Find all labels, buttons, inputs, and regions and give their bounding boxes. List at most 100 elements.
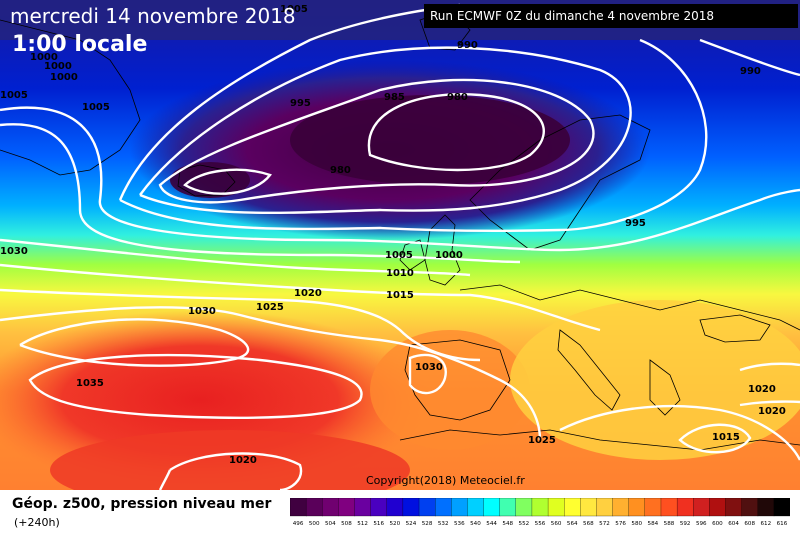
color-scale-labels: 496 500 504 508 512 516 520 524 528 532 536 540 544 5… — [293, 521, 788, 527]
isobar-1010 — [0, 238, 471, 277]
color-scale-tick: 516 — [373, 521, 384, 527]
isobar-label: 1000 — [44, 61, 72, 72]
isobar-label: 1000 — [50, 72, 78, 83]
color-scale-tick: 568 — [583, 521, 594, 527]
isobars — [0, 3, 800, 490]
color-scale-swatch — [660, 498, 678, 517]
isobar-label: 980 — [330, 165, 351, 176]
isobar-1035 — [28, 353, 363, 419]
isobar-label: 1000 — [30, 52, 58, 63]
isobar-label: 1030 — [188, 306, 216, 317]
color-scale-tick: 564 — [567, 521, 578, 527]
isobar-1030-north — [19, 318, 250, 367]
forecast-time: 1:00 locale — [12, 32, 148, 57]
color-scale-tick: 600 — [712, 521, 723, 527]
color-scale-swatch — [322, 498, 339, 517]
color-scale-tick: 588 — [664, 521, 675, 527]
isobar-label: 985 — [384, 92, 405, 103]
isobar-labels: 1005 1000 1000 1000 1005 1005 990 990 99… — [0, 4, 786, 466]
greece-coast — [649, 359, 681, 416]
color-scale-swatch — [370, 498, 388, 517]
color-scale-swatch — [693, 498, 710, 517]
color-scale-swatch — [338, 498, 356, 517]
color-scale-tick: 528 — [422, 521, 433, 527]
isobar-990 — [139, 46, 632, 215]
color-scale-tick: 500 — [309, 521, 320, 527]
isobar-label: 995 — [625, 218, 646, 229]
color-scale-swatch — [547, 498, 565, 517]
color-scale-tick: 520 — [389, 521, 400, 527]
color-scale-tick: 540 — [470, 521, 481, 527]
isobar-1030-iberia — [408, 353, 447, 395]
isobar-1015 — [0, 263, 601, 332]
isobar-label: 1005 — [385, 250, 413, 261]
color-scale-tick: 572 — [599, 521, 610, 527]
color-scale-swatch — [402, 498, 420, 517]
isobar-label: 1015 — [386, 290, 414, 301]
isobar-1015-east — [678, 423, 752, 454]
isobar-label: 1005 — [82, 102, 110, 113]
isobar-label: 1020 — [294, 288, 322, 299]
isobar-label: 990 — [740, 66, 761, 77]
high-pressure-south — [50, 430, 410, 490]
color-scale-tick: 556 — [535, 521, 546, 527]
isobar-label: 1015 — [712, 432, 740, 443]
british-isles-coast — [424, 214, 461, 286]
color-scale-swatch — [418, 498, 436, 517]
low-pressure-center — [290, 95, 570, 185]
isobar-label: 1005 — [280, 4, 308, 15]
lead-time-label: (+240h) — [14, 516, 60, 529]
orange-iberia — [370, 330, 530, 450]
isobar-1020-south — [158, 452, 303, 490]
copyright-label: Copyright(2018) Meteociel.fr — [366, 474, 525, 487]
color-scale-tick: 548 — [502, 521, 513, 527]
color-scale: 496 500 504 508 512 516 520 524 528 532 536 540 544 5… — [290, 498, 790, 527]
europe-coast — [459, 284, 800, 331]
color-scale-swatch — [467, 498, 485, 517]
isobar-1020 — [0, 288, 481, 362]
color-scale-swatch — [564, 498, 581, 517]
color-scale-swatch — [354, 498, 372, 517]
color-scale-tick: 592 — [680, 521, 691, 527]
isobar-980-west — [183, 168, 272, 195]
isobar-985 — [158, 78, 595, 204]
color-scale-swatch — [709, 498, 727, 517]
color-scale-swatch — [435, 498, 452, 517]
color-scale-tick: 576 — [615, 521, 626, 527]
color-scale-swatch — [644, 498, 662, 517]
color-scale-tick: 596 — [696, 521, 707, 527]
color-scale-swatch — [305, 498, 323, 517]
color-scale-tick: 584 — [648, 521, 659, 527]
model-run-label: Run ECMWF 0Z du dimanche 4 novembre 2018 — [424, 4, 798, 28]
color-scale-swatch — [451, 498, 468, 517]
color-scale-tick: 608 — [744, 521, 755, 527]
isobar-1025-east — [559, 404, 800, 461]
color-scale-tick: 496 — [293, 521, 304, 527]
color-scale-tick: 508 — [341, 521, 352, 527]
isobar-label: 990 — [457, 40, 478, 51]
isobar-1025 — [0, 306, 542, 441]
color-scale-tick: 616 — [777, 521, 788, 527]
isobar-label: 1010 — [386, 268, 414, 279]
color-scale-swatch — [483, 498, 501, 517]
isobar-label: 1030 — [415, 362, 443, 373]
color-scale-tick: 512 — [357, 521, 368, 527]
isobar-label: 1035 — [76, 378, 104, 389]
color-scale-tick: 504 — [325, 521, 336, 527]
iceland-coast — [177, 164, 236, 197]
color-scale-tick: 560 — [551, 521, 562, 527]
isobar-label: 1000 — [435, 250, 463, 261]
isobar-label: 980 — [447, 92, 468, 103]
isobar-label: 1020 — [758, 406, 786, 417]
isobar-label: 1005 — [0, 90, 28, 101]
color-scale-tick: 604 — [728, 521, 739, 527]
color-scale-swatch — [741, 498, 759, 517]
color-scale-swatch — [757, 498, 775, 517]
color-scale-swatch — [580, 498, 598, 517]
isobar-990-northeast — [699, 38, 800, 77]
black-sea-coast — [699, 314, 771, 343]
isobar-1000 — [0, 106, 800, 252]
color-scale-swatch — [386, 498, 404, 517]
isobar-label: 1030 — [0, 246, 28, 257]
